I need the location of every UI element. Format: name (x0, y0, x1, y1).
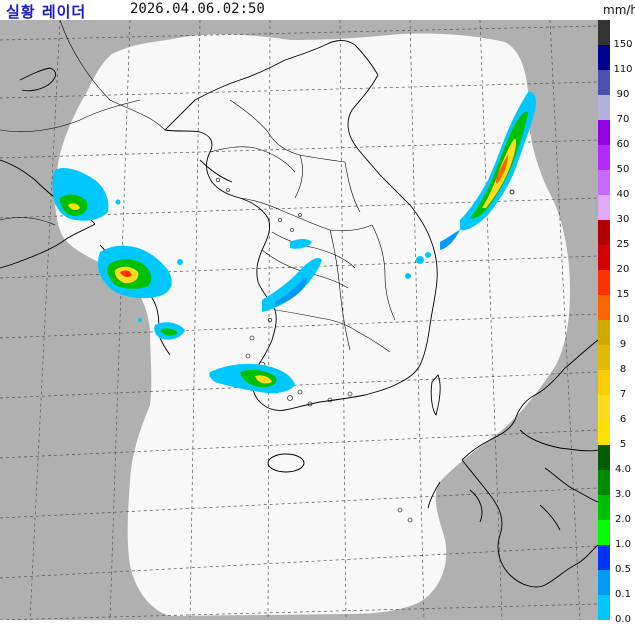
legend-swatch (598, 195, 610, 220)
coastline-japan (427, 339, 598, 588)
legend-label: 50 (616, 164, 630, 175)
legend-swatch (598, 370, 610, 395)
legend-label: 4.0 (615, 464, 631, 475)
legend-swatch (598, 570, 610, 595)
legend-swatch (598, 320, 610, 345)
legend-swatch (598, 145, 610, 170)
legend-label: 2.0 (615, 514, 631, 525)
legend-swatch (598, 270, 610, 295)
legend-swatch (598, 120, 610, 145)
legend-label: 25 (616, 239, 630, 250)
legend-swatch (598, 520, 610, 545)
legend-swatch (598, 95, 610, 120)
legend-swatch (598, 170, 610, 195)
echo-east-sea (440, 91, 537, 250)
echo-shandong (52, 168, 109, 221)
rain-rate-legend: 150 110 90 70 60 50 40 30 25 20 15 10 9 8 7 6 5 4.0 3.0 2.0… (598, 20, 635, 625)
legend-label: 110 (613, 64, 633, 75)
legend-swatch (598, 545, 610, 570)
legend-label: 9 (619, 339, 627, 350)
legend-swatch (598, 45, 610, 70)
legend-swatch (598, 395, 610, 420)
echo-yellow-sea-west (98, 245, 185, 340)
china-province-borders (0, 20, 166, 226)
legend-label: 15 (616, 289, 630, 300)
radar-coverage-area (55, 33, 570, 617)
legend-label: 0.1 (615, 589, 631, 600)
legend-swatch (598, 70, 610, 95)
legend-label: 7 (619, 389, 627, 400)
legend-swatch (598, 445, 610, 470)
legend-label: 90 (616, 89, 630, 100)
echo-southwest-coast (209, 363, 295, 394)
observation-timestamp: 2026.04.06.02:50 (130, 1, 265, 17)
echo-central-korea (262, 239, 322, 312)
legend-label: 150 (613, 39, 633, 50)
legend-label: 6 (619, 414, 627, 425)
legend-label: 10 (616, 314, 630, 325)
legend-label: 1.0 (615, 539, 631, 550)
legend-label: 0.0 (615, 614, 631, 625)
legend-swatch (598, 470, 610, 495)
legend-label: 5 (619, 439, 627, 450)
precipitation-echoes (52, 91, 537, 394)
legend-swatch (598, 420, 610, 445)
legend-unit: mm/h (603, 3, 635, 17)
korea-province-borders (209, 99, 396, 353)
legend-swatch (598, 495, 610, 520)
legend-swatch (598, 345, 610, 370)
legend-swatch (598, 245, 610, 270)
legend-label: 0.5 (615, 564, 631, 575)
page-title: 실황 레이더 (6, 3, 87, 21)
legend-label: 30 (616, 214, 630, 225)
radar-map (0, 20, 598, 620)
ulleung-island (509, 189, 515, 195)
legend-swatch (598, 595, 610, 620)
legend-label: 40 (616, 189, 630, 200)
legend-label: 60 (616, 139, 630, 150)
legend-swatch (598, 20, 610, 45)
jeju-island (267, 453, 305, 473)
legend-label: 8 (619, 364, 627, 375)
legend-label: 3.0 (615, 489, 631, 500)
header-bar: 실황 레이더 2026.04.06.02:50 mm/h (0, 0, 635, 21)
echo-scattered (115, 199, 431, 322)
legend-swatch (598, 295, 610, 320)
legend-swatch (598, 220, 610, 245)
lat-lon-grid (0, 20, 598, 620)
legend-label: 70 (616, 114, 630, 125)
legend-label: 20 (616, 264, 630, 275)
